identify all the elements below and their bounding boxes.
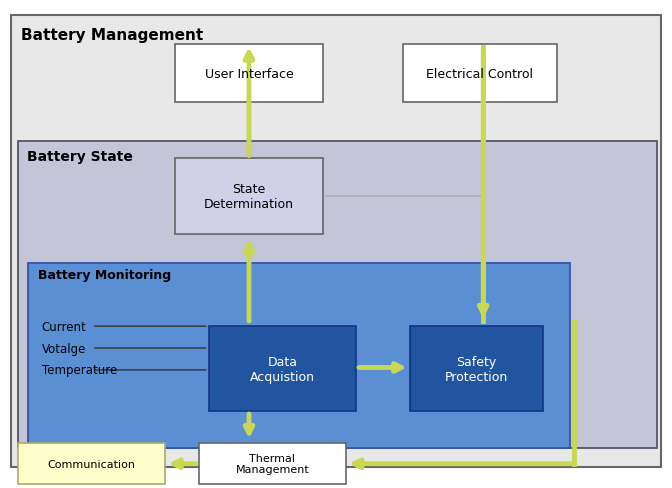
Text: Battery State: Battery State: [27, 149, 132, 163]
Bar: [410, 326, 544, 411]
Text: Battery Management: Battery Management: [22, 28, 204, 43]
Bar: [175, 159, 323, 234]
Bar: [175, 45, 323, 103]
Text: Temperature: Temperature: [42, 364, 117, 377]
Bar: [28, 264, 571, 448]
Text: User Interface: User Interface: [205, 68, 294, 81]
Bar: [209, 326, 356, 411]
Text: Communication: Communication: [48, 459, 136, 468]
Text: Battery Monitoring: Battery Monitoring: [38, 268, 171, 281]
Text: Votalge: Votalge: [42, 342, 86, 355]
Bar: [18, 443, 165, 484]
Text: Current: Current: [42, 320, 86, 333]
Text: Thermal
Management: Thermal Management: [236, 453, 309, 474]
Text: State
Determination: State Determination: [204, 183, 294, 211]
Bar: [18, 142, 657, 448]
Bar: [403, 45, 557, 103]
Text: Safety
Protection: Safety Protection: [445, 355, 508, 383]
Text: Electrical Control: Electrical Control: [426, 68, 534, 81]
Text: Data
Acquistion: Data Acquistion: [250, 355, 315, 383]
Bar: [199, 443, 346, 484]
